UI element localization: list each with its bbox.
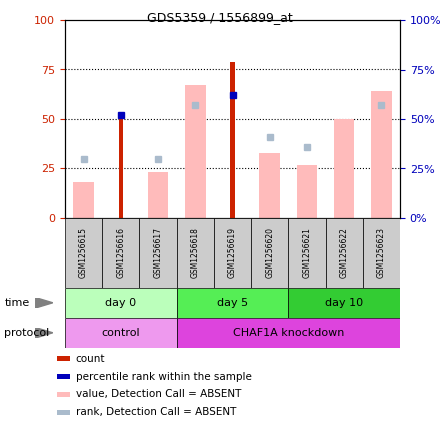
Text: value, Detection Call = ABSENT: value, Detection Call = ABSENT (76, 389, 241, 399)
Polygon shape (35, 297, 53, 308)
Bar (177, 318, 400, 348)
Bar (297, 165, 317, 218)
Bar (177, 288, 288, 318)
Text: GSM1256616: GSM1256616 (116, 228, 125, 278)
Text: day 0: day 0 (105, 298, 136, 308)
Text: count: count (76, 354, 105, 364)
Text: GSM1256615: GSM1256615 (79, 228, 88, 278)
Bar (102, 218, 139, 288)
Bar (326, 218, 363, 288)
Text: GSM1256618: GSM1256618 (191, 228, 200, 278)
Text: GSM1256621: GSM1256621 (302, 228, 312, 278)
Bar (251, 218, 288, 288)
Bar (185, 85, 205, 218)
Bar (148, 173, 168, 218)
Bar (139, 218, 177, 288)
Polygon shape (35, 327, 53, 338)
Text: percentile rank within the sample: percentile rank within the sample (76, 372, 251, 382)
Text: time: time (4, 298, 29, 308)
Bar (288, 288, 400, 318)
Text: day 5: day 5 (217, 298, 248, 308)
Text: GSM1256620: GSM1256620 (265, 228, 274, 278)
Text: GSM1256622: GSM1256622 (340, 228, 348, 278)
Bar (65, 218, 102, 288)
Text: CHAF1A knockdown: CHAF1A knockdown (233, 328, 344, 338)
Bar (230, 62, 235, 218)
Bar (334, 119, 354, 218)
Bar (260, 153, 280, 218)
Bar (363, 218, 400, 288)
Bar (57, 409, 70, 415)
Bar (177, 218, 214, 288)
Text: rank, Detection Call = ABSENT: rank, Detection Call = ABSENT (76, 407, 236, 417)
Text: GDS5359 / 1556899_at: GDS5359 / 1556899_at (147, 11, 293, 24)
Text: control: control (102, 328, 140, 338)
Bar (119, 117, 123, 218)
Text: day 10: day 10 (325, 298, 363, 308)
Bar (73, 182, 94, 218)
Text: protocol: protocol (4, 328, 50, 338)
Bar (57, 374, 70, 379)
Bar (214, 218, 251, 288)
Bar (57, 392, 70, 397)
Bar (288, 218, 326, 288)
Bar (65, 318, 177, 348)
Bar (65, 288, 177, 318)
Bar (371, 91, 392, 218)
Text: GSM1256623: GSM1256623 (377, 228, 386, 278)
Text: GSM1256617: GSM1256617 (154, 228, 162, 278)
Text: GSM1256619: GSM1256619 (228, 228, 237, 278)
Bar (57, 357, 70, 361)
